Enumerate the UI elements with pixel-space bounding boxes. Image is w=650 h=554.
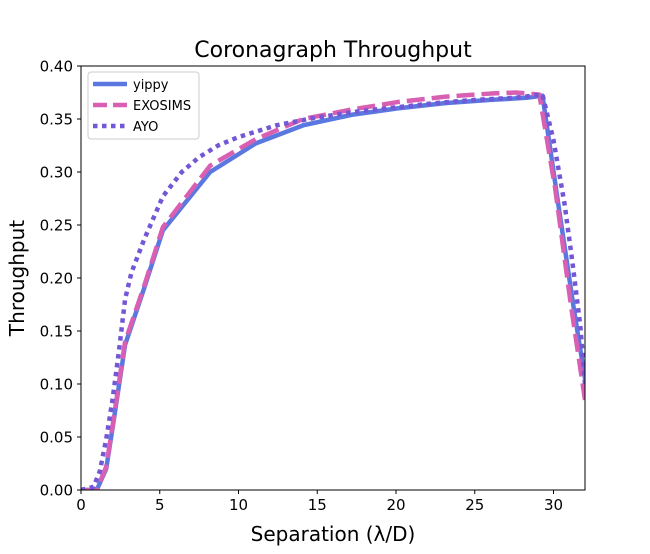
plot-frame — [80, 65, 586, 491]
x-axis-ticks: 0 5 10 15 20 25 30 — [76, 490, 563, 514]
y-tick-label: 0.15 — [40, 323, 73, 341]
series-line-exosims — [81, 90, 585, 490]
legend-label-exosims: EXOSIMS — [133, 99, 191, 114]
chart-title: Coronagraph Throughput — [194, 38, 472, 63]
y-tick-label: 0.35 — [40, 111, 73, 129]
y-tick-label: 0.20 — [40, 270, 73, 288]
x-tick-label: 10 — [229, 496, 248, 514]
x-tick-label: 15 — [308, 496, 327, 514]
x-axis-label: Separation (λ/D) — [251, 522, 416, 546]
y-tick-label: 0.00 — [40, 482, 73, 500]
series-layer — [81, 90, 585, 490]
legend-label-ayo: AYO — [133, 120, 158, 135]
y-tick-label: 0.25 — [40, 217, 73, 235]
legend: yippy EXOSIMS AYO — [87, 71, 200, 140]
x-tick-label: 25 — [465, 496, 484, 514]
x-tick-label: 20 — [386, 496, 405, 514]
x-tick-label: 5 — [155, 496, 165, 514]
y-tick-label: 0.10 — [40, 376, 73, 394]
y-axis-label: Throughput — [5, 220, 29, 337]
y-tick-label: 0.05 — [40, 429, 73, 447]
series-line-ayo — [81, 92, 585, 490]
y-tick-label: 0.40 — [40, 58, 73, 76]
y-axis-ticks: 0.00 0.05 0.10 0.15 0.20 0.25 0.30 0.35 0.40 — [40, 58, 81, 500]
legend-label-yippy: yippy — [133, 78, 169, 93]
x-tick-label: 30 — [544, 496, 563, 514]
x-tick-label: 0 — [76, 496, 86, 514]
legend-frame — [87, 71, 200, 140]
y-tick-label: 0.30 — [40, 164, 73, 182]
